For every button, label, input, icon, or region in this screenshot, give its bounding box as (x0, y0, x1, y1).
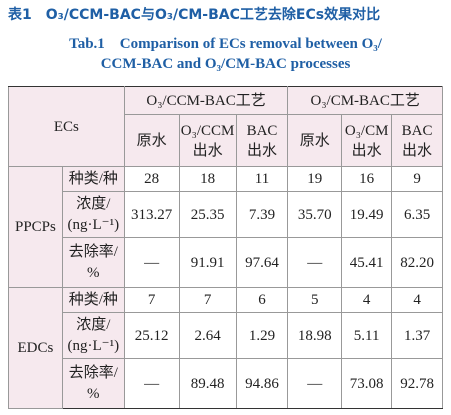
table-cell: 5 (287, 287, 343, 313)
table-cell: 4 (391, 287, 443, 313)
table-cell: 9 (391, 166, 443, 192)
table-cell: — (123, 358, 180, 409)
table-cell: 19.49 (341, 191, 393, 238)
column-header: 原水 (123, 114, 180, 167)
row-label: 种类/种 (61, 287, 125, 313)
table-cell: 73.08 (341, 358, 393, 409)
table-row: EDCs 种类/种 7 7 6 5 4 4 (8, 287, 443, 409)
table-cell: 92.78 (391, 358, 443, 409)
caption-cn: 表1 O₃/CCM-BAC与O₃/CM-BAC工艺去除ECs效果对比 (8, 7, 381, 23)
column-header: 原水 (287, 114, 343, 167)
table-cell: 16 (341, 166, 393, 192)
caption-en: Tab.1 Comparison of ECs removal between … (69, 36, 382, 52)
column-header: O₃/CM 出水 (341, 114, 393, 167)
row-label: 去除率/ % (61, 237, 125, 288)
table-cell: 7 (123, 287, 180, 313)
table-cell: 91.91 (178, 237, 237, 288)
group-header: O₃/CM-BAC工艺 (287, 86, 443, 115)
row-label: 去除率/ % (61, 358, 125, 409)
table-cell: 11 (235, 166, 289, 192)
table-cell: 25.35 (178, 191, 237, 238)
column-header: BAC 出水 (391, 114, 443, 167)
table-cell: 6 (235, 287, 289, 313)
row-label: 种类/种 (61, 166, 125, 192)
table-row: 去除率/ % —89.48 94.86—73.08 92.78 (9, 358, 443, 409)
table-cell: 82.20 (391, 237, 443, 288)
table-cell: 18 (178, 166, 237, 192)
caption-en: CCM-BAC and O₃/CM-BAC processes (100, 56, 351, 72)
table-cell: — (287, 237, 343, 288)
table-row: ECs O₃/CCM-BAC工艺 O₃/CM-BAC工艺 (8, 86, 443, 167)
table-cell: 25.12 (123, 312, 180, 359)
section-label: EDCs (8, 287, 63, 409)
table-cell: 35.70 (287, 191, 343, 238)
table-row: 浓度/ (ng·L⁻¹) 313.27 25.35 7.39 35.70 19.49 6.3… (9, 191, 443, 238)
corner-header: ECs (8, 86, 125, 167)
table-cell: 19 (287, 166, 343, 192)
table-cell: — (287, 358, 343, 409)
row-label: 浓度/ (ng·L⁻¹) (61, 191, 125, 238)
table-row: 原水 O₃/CCM 出水 BAC 出水 原水 O₃/CM 出水 BAC 出水 (9, 114, 443, 167)
table-cell: 2.64 (178, 312, 237, 359)
section-label: PPCPs (8, 166, 63, 288)
table-cell: 28 (123, 166, 180, 192)
group-header: O₃/CCM-BAC工艺 (123, 86, 289, 115)
table-cell: 6.35 (391, 191, 443, 238)
table-cell: 7.39 (235, 191, 289, 238)
table-cell: 4 (341, 287, 393, 313)
column-header: BAC 出水 (235, 114, 289, 167)
table-cell: 1.29 (235, 312, 289, 359)
table-row: 去除率/ % —91.91 97.64—45.41 82.20 (9, 237, 443, 288)
table-cell: 5.11 (341, 312, 393, 359)
table-row: 浓度/ (ng·L⁻¹) 25.12 2.64 1.29 18.98 5.11 1.37 (9, 312, 443, 359)
table-cell: 94.86 (235, 358, 289, 409)
table-cell: 18.98 (287, 312, 343, 359)
table: ECs O₃/CCM-BAC工艺 O₃/CM-BAC工艺 原水 O₃/CCM 出水 BAC… (8, 86, 443, 409)
table-cell: 1.37 (391, 312, 443, 359)
table-cell: 313.27 (123, 191, 180, 238)
table-row: PPCPs 种类/种 28 18 11 19 16 9 (8, 166, 443, 288)
table-cell: 45.41 (341, 237, 393, 288)
column-header: O₃/CCM 出水 (178, 114, 237, 167)
table-cell: 7 (178, 287, 237, 313)
table-cell: — (123, 237, 180, 288)
table-cell: 89.48 (178, 358, 237, 409)
row-label: 浓度/ (ng·L⁻¹) (61, 312, 125, 359)
table-cell: 97.64 (235, 237, 289, 288)
